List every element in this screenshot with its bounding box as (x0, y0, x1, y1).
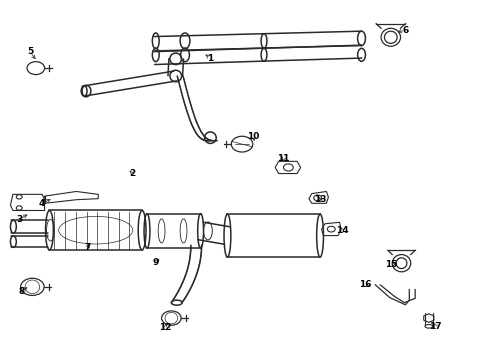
Text: 1: 1 (207, 54, 213, 63)
Text: 2: 2 (129, 169, 135, 178)
Text: 13: 13 (313, 195, 325, 204)
Text: 11: 11 (277, 154, 289, 163)
Text: 6: 6 (402, 26, 407, 35)
Text: 4: 4 (39, 199, 45, 208)
Text: 15: 15 (384, 260, 396, 269)
Text: 7: 7 (84, 243, 90, 252)
Text: 9: 9 (152, 258, 159, 267)
Text: 17: 17 (428, 322, 441, 331)
Text: 10: 10 (246, 132, 259, 141)
Text: 5: 5 (27, 47, 33, 56)
Text: 8: 8 (18, 287, 24, 296)
Text: 12: 12 (159, 323, 171, 332)
Text: 16: 16 (359, 280, 371, 289)
Text: 14: 14 (335, 226, 347, 235)
Text: 3: 3 (16, 215, 22, 224)
